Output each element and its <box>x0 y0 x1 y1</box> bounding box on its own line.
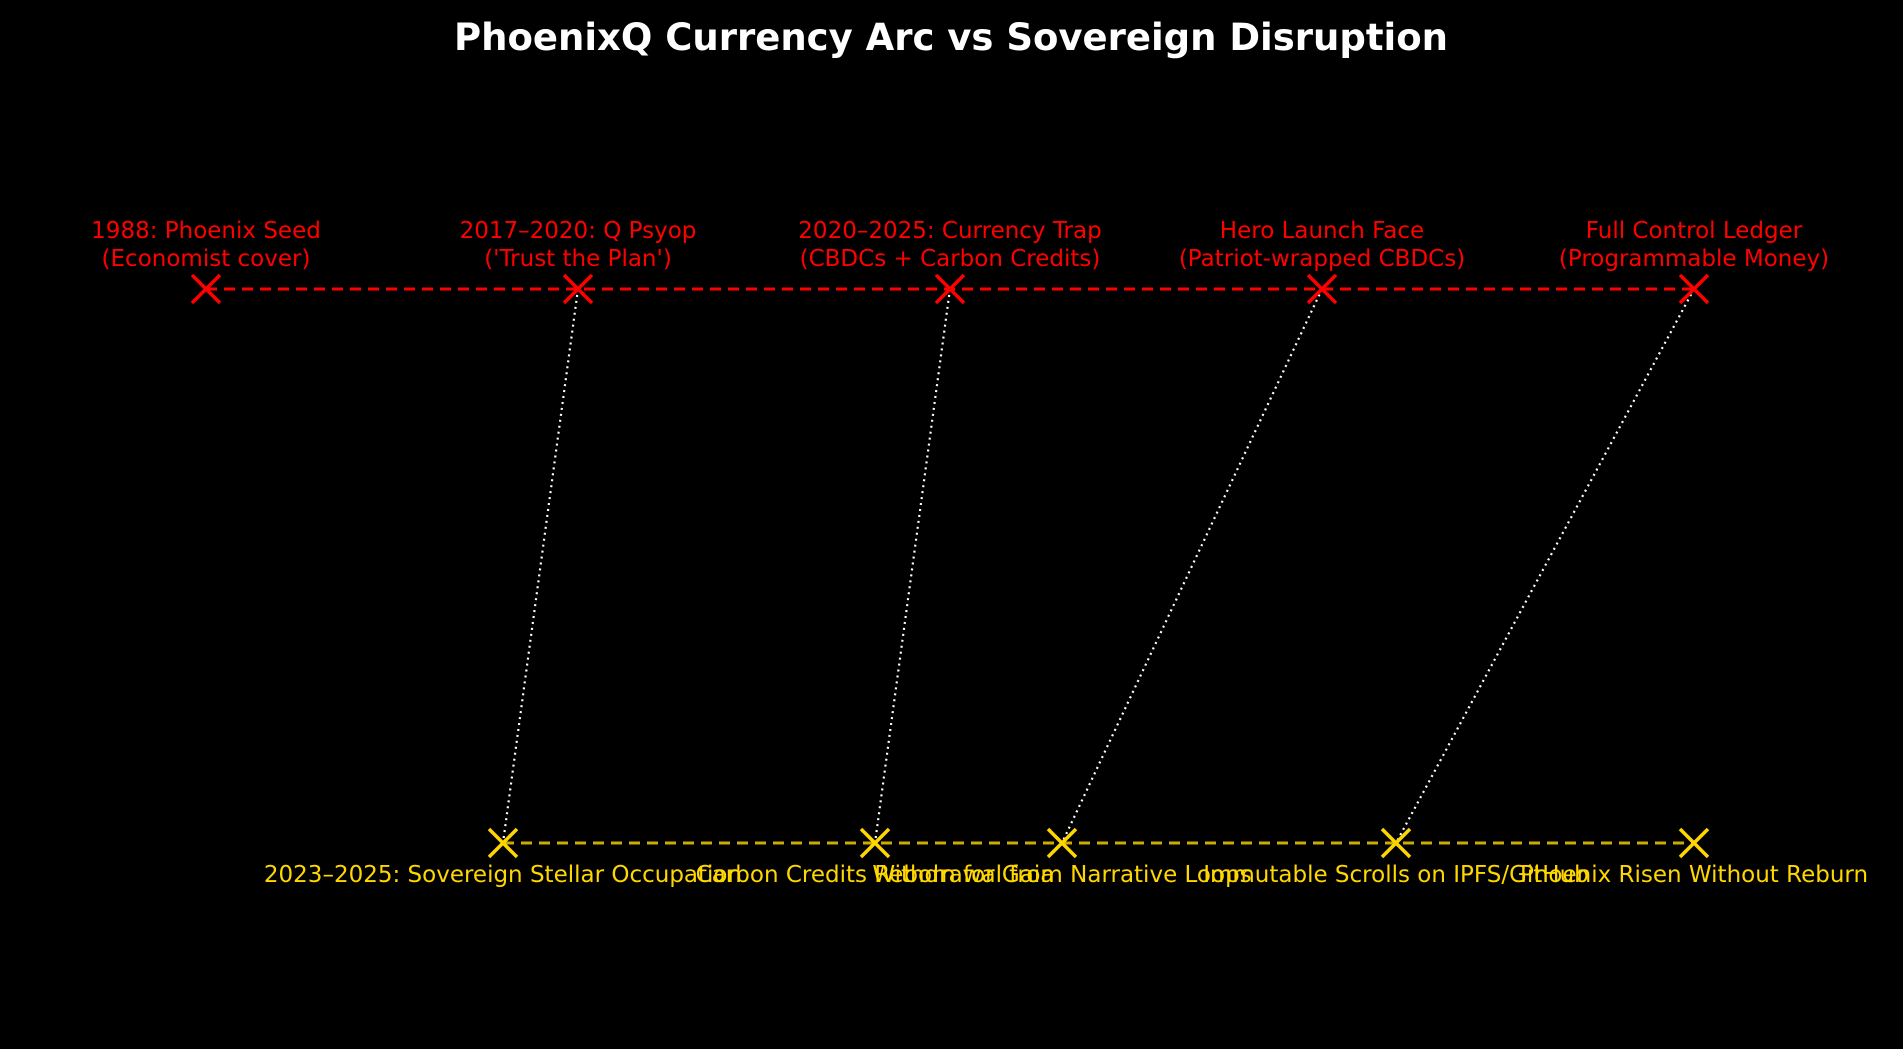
sovereign-node-label: Phoenix Risen Without Reburn <box>1520 862 1868 888</box>
currency-node-label-line1: Full Control Ledger <box>1586 218 1803 244</box>
sovereign-node-label: Carbon Credits Reborn for Gaia <box>696 862 1055 888</box>
currency-node-4: Hero Launch Face (Patriot-wrapped CBDCs) <box>1179 218 1465 305</box>
currency-node-5: Full Control Ledger (Programmable Money) <box>1559 218 1829 305</box>
x-marker-icon <box>1306 273 1338 305</box>
x-marker-icon <box>487 827 519 859</box>
sovereign-node-label: Immutable Scrolls on IPFS/GitHub <box>1203 862 1589 888</box>
sovereign-node-3: Withdrawal from Narrative Loops <box>872 827 1252 888</box>
currency-node-2: 2017–2020: Q Psyop ('Trust the Plan') <box>460 218 697 305</box>
currency-arc-timeline: 1988: Phoenix Seed (Economist cover) 201… <box>91 218 1829 305</box>
x-marker-icon <box>1678 273 1710 305</box>
x-marker-icon <box>562 273 594 305</box>
currency-node-label-line2: (Economist cover) <box>102 246 311 272</box>
diagram-title: PhoenixQ Currency Arc vs Sovereign Disru… <box>454 16 1448 59</box>
currency-node-label-line1: Hero Launch Face <box>1220 218 1424 244</box>
x-marker-icon <box>1380 827 1412 859</box>
sovereign-node-label: Withdrawal from Narrative Loops <box>872 862 1251 888</box>
sovereign-timeline: 2023–2025: Sovereign Stellar Occupation … <box>264 827 1868 888</box>
sovereign-node-4: Immutable Scrolls on IPFS/GitHub <box>1203 827 1589 888</box>
currency-node-label-line2: ('Trust the Plan') <box>484 246 672 272</box>
currency-node-label-line1: 2020–2025: Currency Trap <box>798 218 1101 244</box>
currency-node-3: 2020–2025: Currency Trap (CBDCs + Carbon… <box>798 218 1102 305</box>
x-marker-icon <box>190 273 222 305</box>
currency-node-label-line1: 2017–2020: Q Psyop <box>460 218 697 244</box>
currency-node-label-line2: (CBDCs + Carbon Credits) <box>800 246 1101 272</box>
x-marker-icon <box>1678 827 1710 859</box>
currency-node-1: 1988: Phoenix Seed (Economist cover) <box>91 218 321 305</box>
sovereign-node-5: Phoenix Risen Without Reburn <box>1520 827 1868 888</box>
sovereign-node-1: 2023–2025: Sovereign Stellar Occupation <box>264 827 742 888</box>
sovereign-node-2: Carbon Credits Reborn for Gaia <box>696 827 1055 888</box>
currency-node-label-line1: 1988: Phoenix Seed <box>91 218 321 244</box>
currency-node-label-line2: (Programmable Money) <box>1559 246 1829 272</box>
sovereign-node-label: 2023–2025: Sovereign Stellar Occupation <box>264 862 742 888</box>
x-marker-icon <box>1046 827 1078 859</box>
currency-node-label-line2: (Patriot-wrapped CBDCs) <box>1179 246 1465 272</box>
x-marker-icon <box>859 827 891 859</box>
x-marker-icon <box>934 273 966 305</box>
